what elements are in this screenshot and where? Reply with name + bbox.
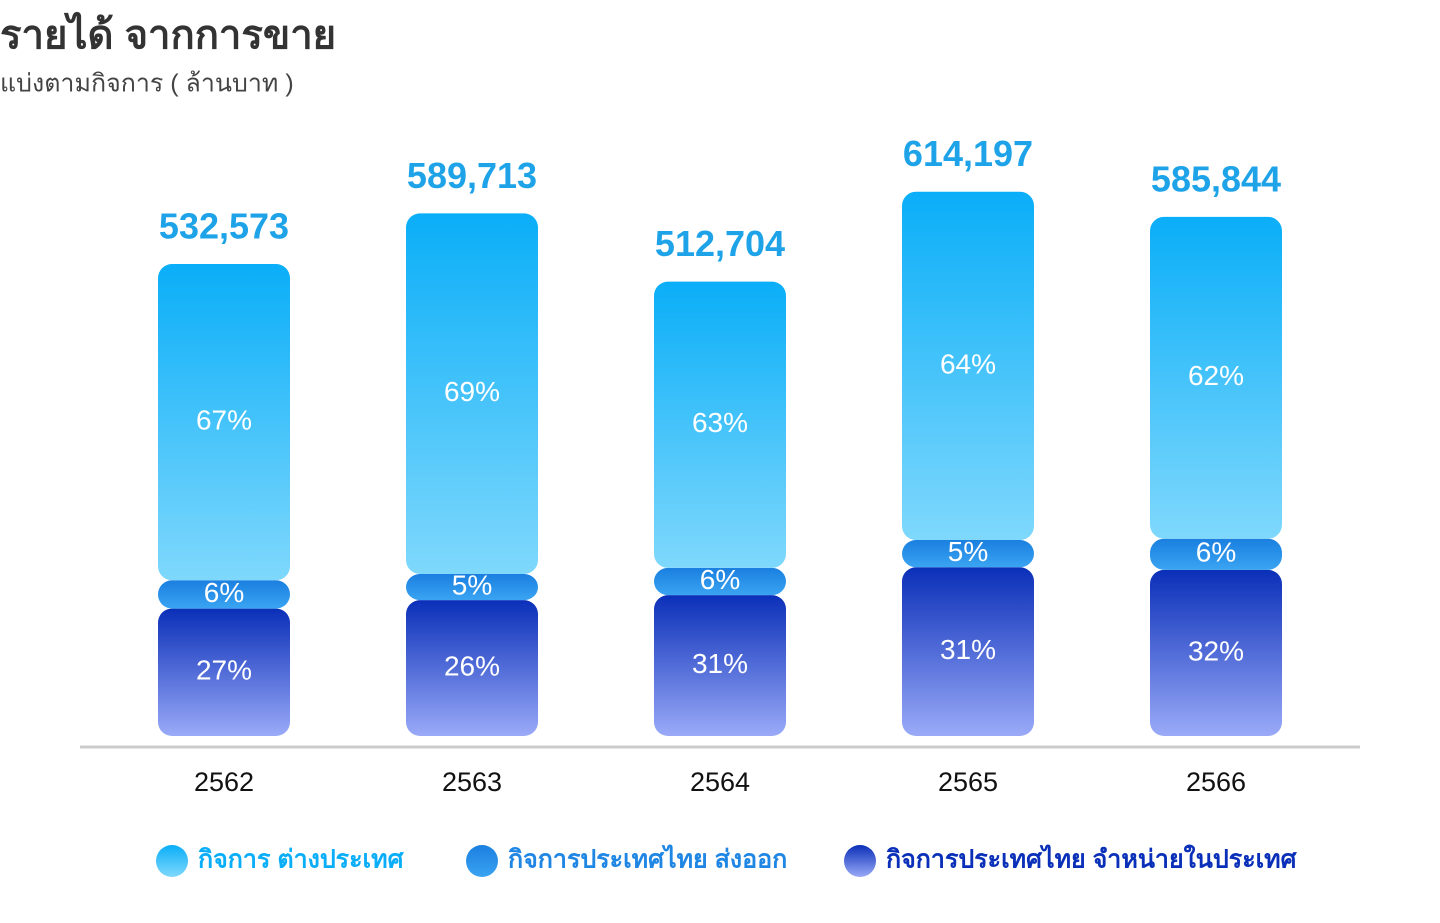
value-label: 63%	[692, 407, 748, 438]
legend-label: กิจการประเทศไทย จำหน่ายในประเทศ	[886, 844, 1298, 874]
bar-segment	[1150, 216, 1282, 539]
bar-segment	[654, 281, 786, 568]
bar-segment	[406, 600, 538, 736]
bar-segment	[158, 608, 290, 736]
bar-segment	[902, 540, 1034, 568]
x-tick-label: 2566	[1186, 767, 1246, 797]
total-label: 512,704	[655, 223, 785, 264]
value-label: 26%	[444, 650, 500, 681]
bar-segment	[406, 213, 538, 575]
value-label: 6%	[204, 577, 244, 608]
x-tick-label: 2563	[442, 767, 502, 797]
bar-segment	[902, 191, 1034, 541]
bar-segment	[654, 595, 786, 736]
chart-title: รายได้ จากการขาย	[0, 12, 336, 58]
bar-segment	[902, 567, 1034, 736]
legend-label: กิจการประเทศไทย ส่งออก	[508, 844, 787, 874]
value-label: 6%	[700, 564, 740, 595]
legend-marker	[844, 845, 876, 877]
value-label: 67%	[196, 405, 252, 436]
value-label: 27%	[196, 655, 252, 686]
x-tick-label: 2565	[938, 767, 998, 797]
value-label: 69%	[444, 376, 500, 407]
legend-marker	[466, 845, 498, 877]
value-label: 5%	[452, 569, 492, 600]
x-tick-label: 2564	[690, 767, 750, 797]
total-label: 532,573	[159, 206, 289, 247]
bar-segment	[158, 580, 290, 609]
value-label: 62%	[1188, 360, 1244, 391]
total-label: 589,713	[407, 155, 537, 196]
bar-segment	[654, 567, 786, 596]
x-tick-label: 2562	[194, 767, 254, 797]
value-label: 32%	[1188, 635, 1244, 666]
total-label: 614,197	[903, 133, 1033, 174]
value-label: 5%	[948, 536, 988, 567]
bar-segment	[1150, 538, 1282, 570]
legend-label: กิจการ ต่างประเทศ	[198, 846, 405, 874]
value-label: 31%	[940, 634, 996, 665]
value-label: 31%	[692, 648, 748, 679]
bar-segment	[1150, 569, 1282, 736]
value-label: 6%	[1196, 537, 1236, 568]
total-label: 585,844	[1151, 158, 1281, 199]
bar-segment	[406, 574, 538, 601]
legend-marker	[156, 845, 188, 877]
chart-subtitle: แบ่งตามกิจการ ( ล้านบาท )	[0, 70, 294, 98]
bar-segment	[158, 264, 290, 581]
value-label: 64%	[940, 348, 996, 379]
